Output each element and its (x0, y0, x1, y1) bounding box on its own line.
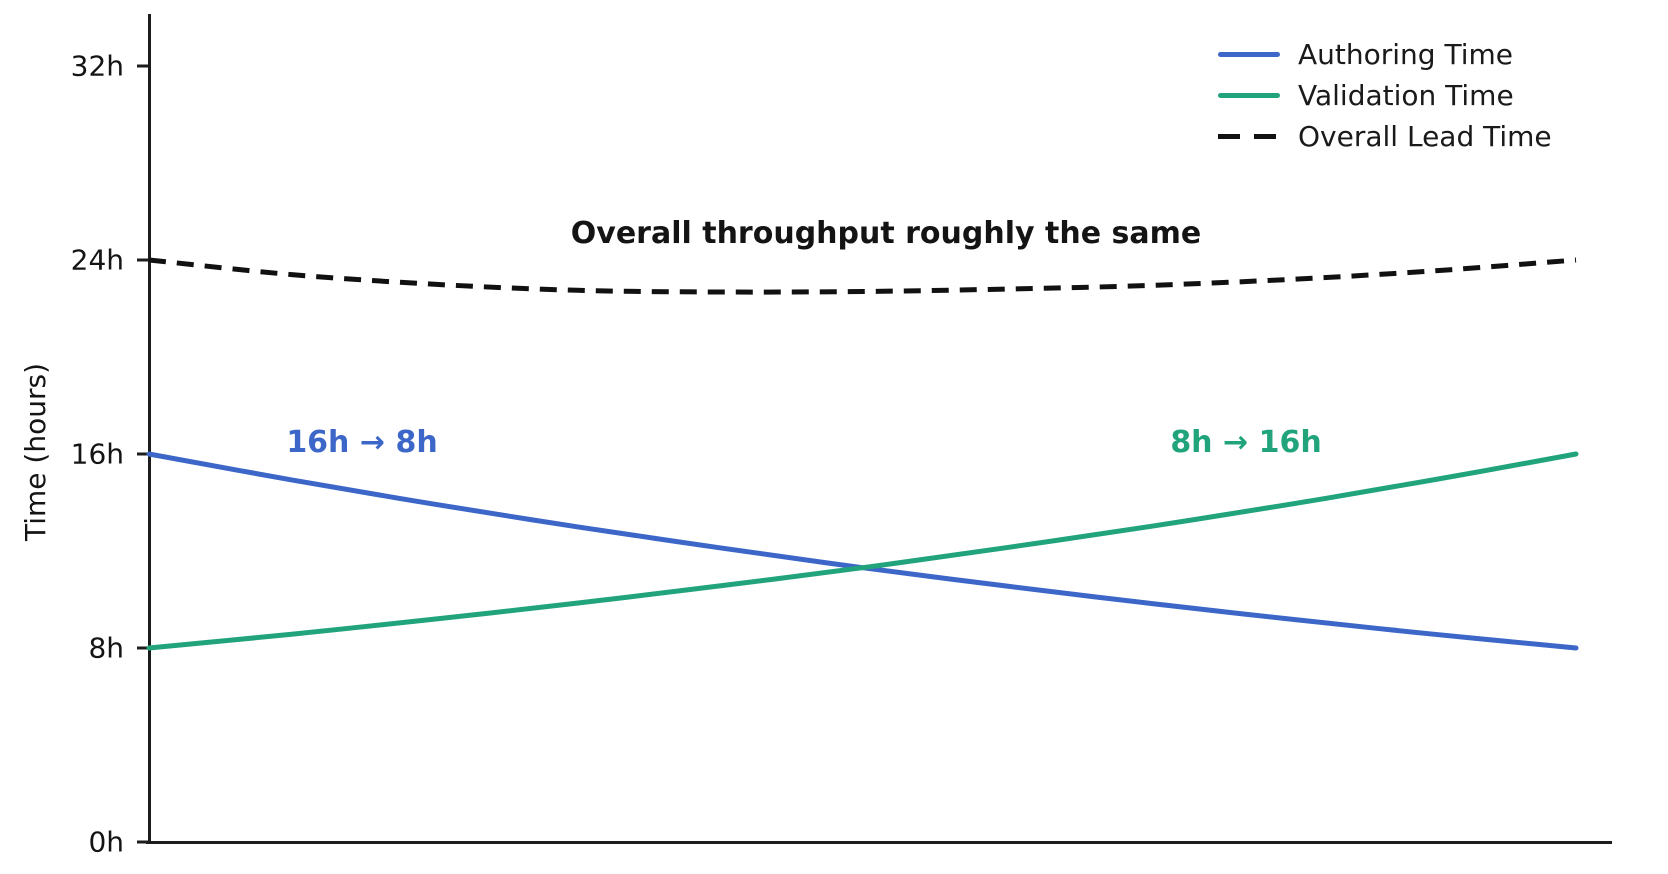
legend: Authoring Time Validation Time Overall L… (1218, 34, 1552, 157)
annotation-authoring-change: 16h → 8h (286, 425, 438, 460)
y-tick-label-16h: 16h (71, 438, 124, 471)
legend-item-overall-lead-time: Overall Lead Time (1218, 116, 1552, 157)
legend-label: Validation Time (1298, 78, 1514, 112)
series-line-authoring-time (146, 451, 1579, 651)
annotation-validation-change: 8h → 16h (1170, 425, 1322, 460)
authoring-time-line-swatch (1218, 52, 1280, 57)
series-line-overall-lead-time (148, 257, 1577, 295)
y-tick-label-24h: 24h (71, 244, 124, 277)
legend-item-authoring-time: Authoring Time (1218, 34, 1552, 75)
series-line-validation-time (146, 451, 1579, 651)
annotation-throughput-note: Overall throughput roughly the same (570, 216, 1202, 251)
y-axis-label: Time (hours) (19, 363, 52, 542)
overall-lead-time-line-swatch (1218, 134, 1280, 139)
y-axis-ticks: 0h 8h 16h 24h 32h (71, 50, 149, 859)
legend-item-validation-time: Validation Time (1218, 75, 1552, 116)
series-lines (146, 257, 1579, 651)
axis-spines (146, 14, 1612, 844)
legend-label: Overall Lead Time (1298, 119, 1552, 153)
legend-label: Authoring Time (1298, 37, 1513, 71)
y-tick-label-32h: 32h (71, 50, 124, 83)
y-tick-label-8h: 8h (88, 632, 124, 665)
validation-time-line-swatch (1218, 93, 1280, 98)
y-tick-label-0h: 0h (88, 826, 124, 859)
